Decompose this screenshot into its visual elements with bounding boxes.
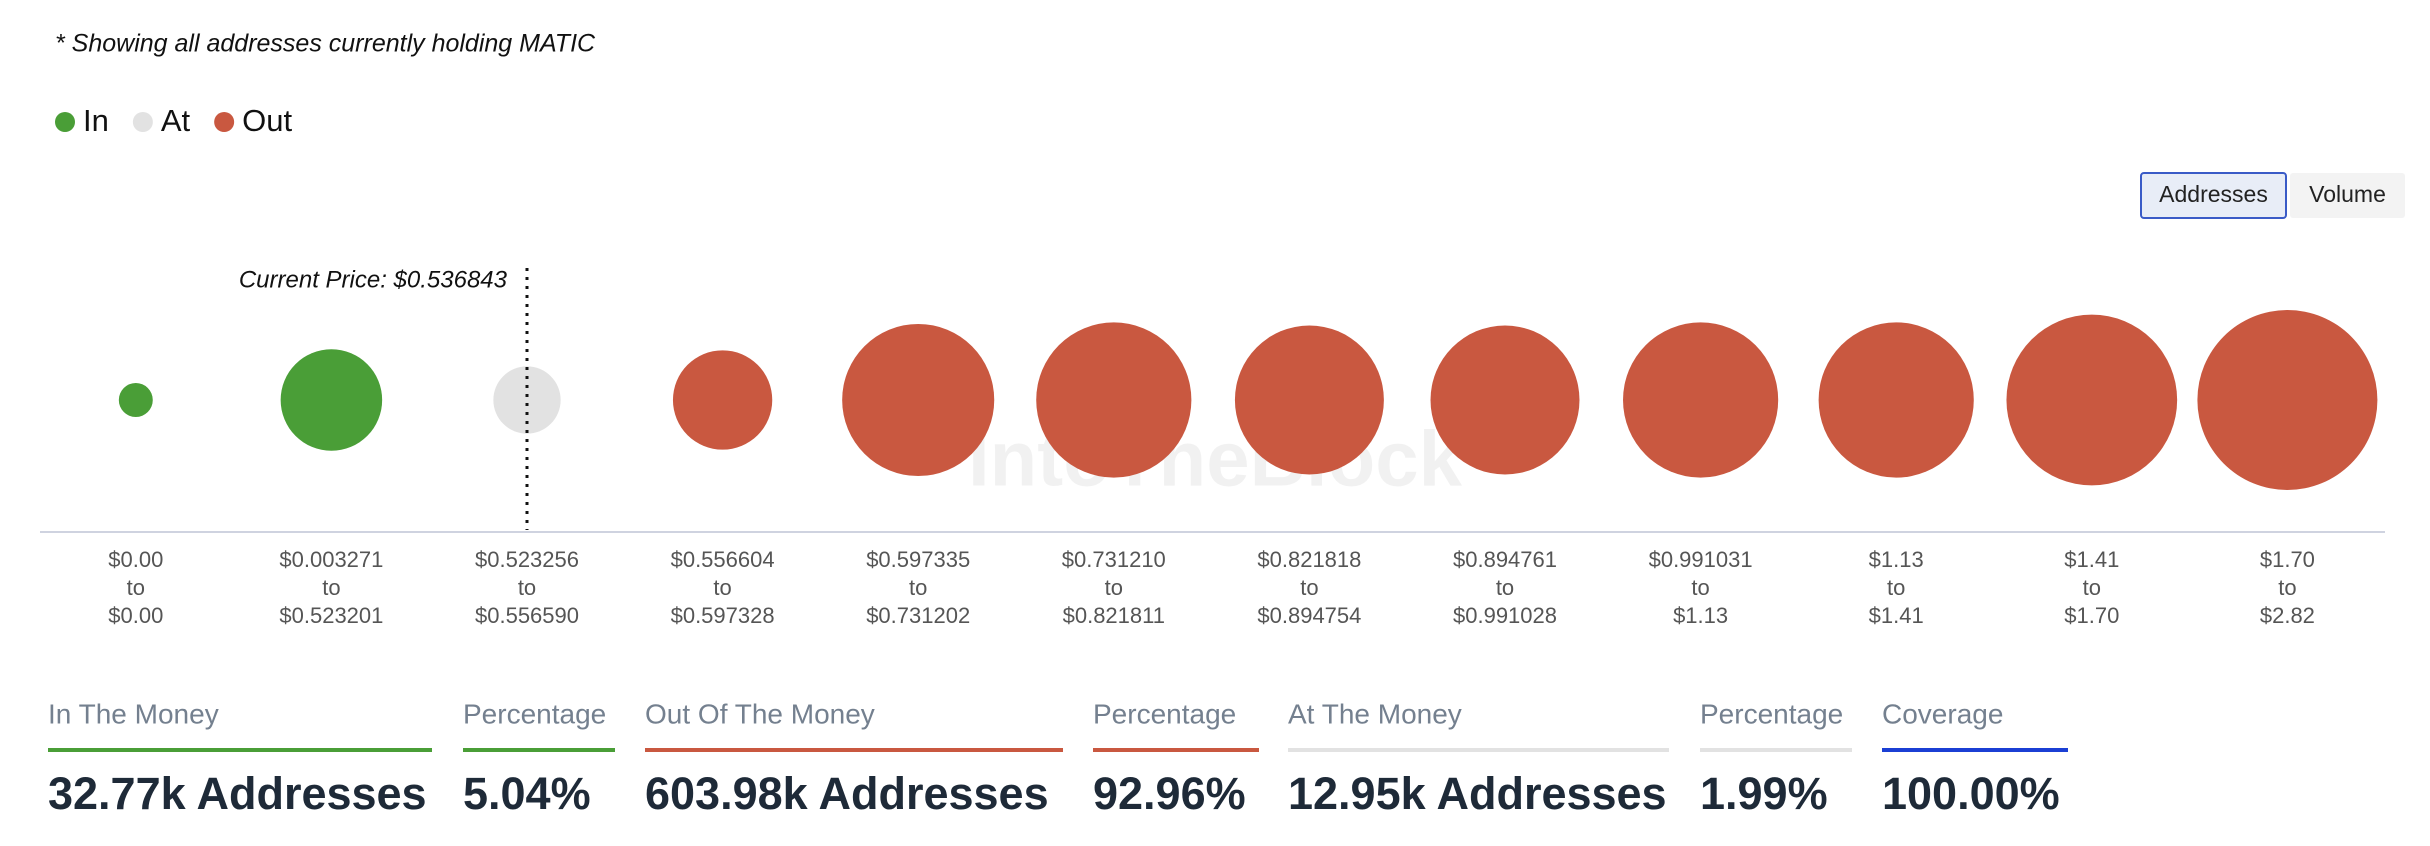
legend-label[interactable]: In [83,103,109,138]
category-low: $0.597335 [866,547,970,572]
category-low: $0.731210 [1062,547,1166,572]
category-to: to [713,575,731,600]
category-to: to [2278,575,2296,600]
stat-label: Out Of The Money [645,698,875,729]
category-low: $0.003271 [279,547,383,572]
legend-marker [214,112,235,132]
bubble[interactable] [1623,322,1779,478]
bubble[interactable] [2197,310,2378,490]
current-price-label: Current Price: $0.536843 [239,266,508,293]
bubble[interactable] [2006,314,2178,486]
stat-value: 12.95k Addresses [1288,768,1667,819]
toggle-label[interactable]: Volume [2309,181,2386,207]
category-to: to [2083,575,2101,600]
legend-marker [55,112,75,132]
toggle-label[interactable]: Addresses [2159,181,2268,207]
category-low: $1.70 [2260,547,2315,572]
category-high: $0.821811 [1063,603,1165,628]
category-low: $0.523256 [475,547,579,572]
category-high: $0.894754 [1257,603,1361,628]
bubble[interactable] [842,323,995,477]
category-to: to [518,575,536,600]
category-high: $1.70 [2064,603,2119,628]
category-low: $0.00 [108,547,163,572]
bubble[interactable] [280,349,383,451]
category-to: to [1887,575,1905,600]
stat-label: Coverage [1882,698,2003,729]
category-to: to [1691,575,1709,600]
category-high: $0.597328 [671,603,775,628]
bubble[interactable] [1234,325,1384,475]
category-high: $1.41 [1869,603,1924,628]
legend-marker [132,112,153,132]
category-to: to [322,575,340,600]
stat-label: Percentage [463,698,606,729]
stat-value: 5.04% [463,768,591,819]
toggle-button[interactable] [2290,173,2405,218]
stat-value: 92.96% [1093,768,1246,819]
legend-label[interactable]: Out [242,103,292,138]
category-high: $0.00 [108,603,163,628]
category-high: $0.991028 [1453,603,1557,628]
category-to: to [1300,575,1318,600]
category-low: $0.991031 [1649,547,1753,572]
stat-label: Percentage [1093,698,1236,729]
stat-value: 32.77k Addresses [48,768,427,819]
stat-label: In The Money [48,698,219,729]
category-low: $0.894761 [1453,547,1557,572]
category-low: $0.821818 [1257,547,1361,572]
bubble[interactable] [1430,325,1580,475]
stat-label: At The Money [1288,698,1462,729]
stat-value: 603.98k Addresses [645,768,1049,819]
note: * Showing all addresses currently holdin… [55,30,596,58]
category-high: $1.13 [1673,603,1728,628]
category-high: $2.82 [2260,603,2315,628]
stat-label: Percentage [1700,698,1843,729]
stat-value: 100.00% [1882,768,2060,819]
category-low: $1.13 [1869,547,1924,572]
category-to: to [909,575,927,600]
bubble[interactable] [1036,322,1192,478]
bubble[interactable] [672,350,773,450]
category-to: to [127,575,145,600]
category-high: $0.556590 [475,603,579,628]
bubble[interactable] [118,383,153,417]
category-to: to [1105,575,1123,600]
category-high: $0.523201 [279,603,383,628]
bubble[interactable] [1818,322,1974,478]
category-low: $0.556604 [671,547,775,572]
stat-value: 1.99% [1700,768,1828,819]
toggle-button[interactable] [2140,172,2287,219]
category-high: $0.731202 [866,603,970,628]
category-to: to [1496,575,1514,600]
bubble[interactable] [493,366,561,434]
category-low: $1.41 [2064,547,2119,572]
legend-label[interactable]: At [161,103,191,138]
